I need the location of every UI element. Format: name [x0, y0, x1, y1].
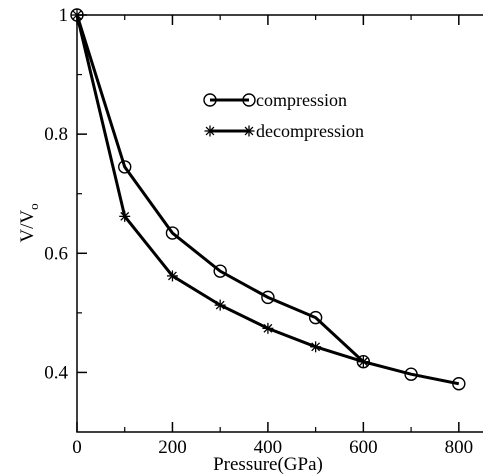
y-tick-label: 0.8 — [44, 124, 68, 145]
star-stroke — [311, 342, 321, 352]
compression-point — [308, 310, 323, 325]
y-tick-label: 0.6 — [44, 243, 68, 264]
star-stroke — [72, 10, 82, 20]
y-axis-title-sub: o — [26, 203, 41, 210]
legend-decompression-marker — [243, 125, 255, 137]
y-axis-title-main: V/V — [17, 210, 38, 243]
x-tick-label: 600 — [349, 437, 378, 458]
legend-compression-marker — [242, 93, 256, 107]
compression-point — [165, 226, 180, 240]
compression-line — [75, 14, 460, 386]
legend-decompression-marker — [204, 125, 216, 137]
star-stroke — [205, 126, 215, 136]
decompression-point — [262, 322, 274, 334]
decompression-point — [71, 9, 83, 21]
compression-point — [452, 377, 466, 391]
plot-frame — [76, 14, 483, 433]
star-stroke — [358, 357, 368, 367]
y-axis-ticks: 0.4 0.6 0.8 1 — [44, 5, 87, 383]
star-stroke — [120, 211, 130, 221]
star-stroke — [215, 300, 225, 310]
compression-point — [118, 160, 132, 174]
x-tick-label: 400 — [254, 437, 283, 458]
x-axis-ticks: 0 200 400 600 800 — [72, 15, 473, 458]
x-tick-label: 200 — [158, 437, 187, 458]
compression-point — [261, 290, 275, 305]
legend: compression decompression — [203, 90, 364, 141]
decompression-point — [310, 341, 322, 353]
legend-compression-marker — [203, 93, 217, 107]
y-axis-title: V/Vo — [17, 203, 41, 242]
legend-compression-label: compression — [256, 90, 347, 110]
star-stroke — [244, 126, 254, 136]
compression-point — [213, 264, 227, 278]
star-stroke — [168, 271, 177, 281]
decompression-point — [119, 210, 131, 222]
series-layer — [70, 8, 466, 391]
decompression-point — [214, 299, 226, 311]
compression-point — [404, 367, 418, 381]
x-tick-label: 0 — [72, 437, 82, 458]
star-stroke — [263, 323, 273, 333]
x-tick-label: 800 — [445, 437, 474, 458]
decompression-point — [357, 356, 369, 368]
compression-point — [356, 355, 371, 369]
decompression-point — [166, 270, 178, 282]
x-axis-title: Pressure(GPa) — [213, 454, 323, 474]
y-tick-label: 1 — [59, 5, 69, 26]
y-tick-label: 0.4 — [44, 362, 68, 383]
legend-decompression-label: decompression — [256, 121, 364, 141]
